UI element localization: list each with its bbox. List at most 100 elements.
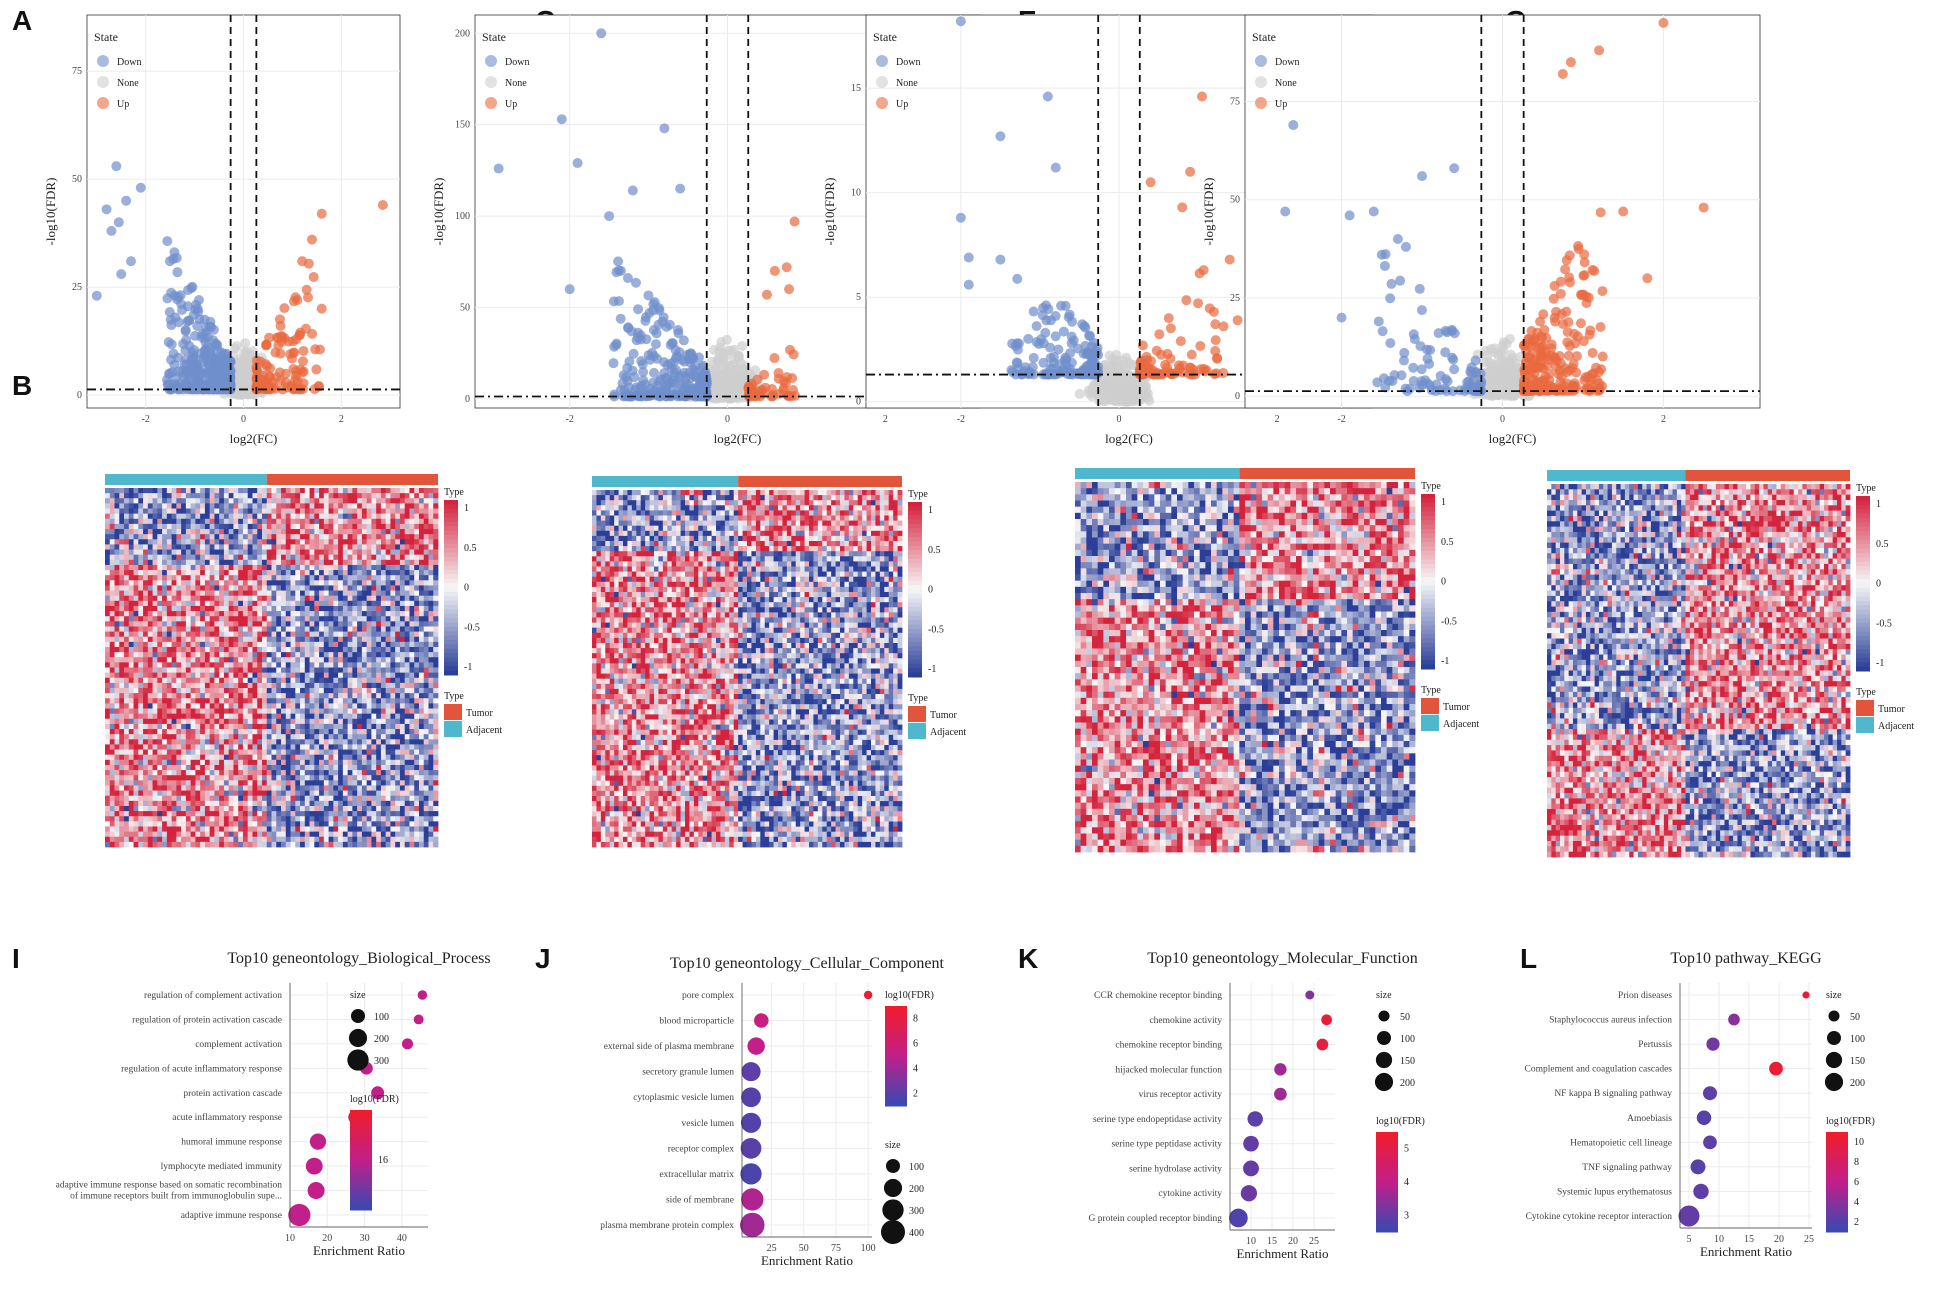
heatmap-cell	[195, 600, 201, 607]
heatmap-cell	[219, 636, 225, 643]
heatmap-cell	[105, 503, 111, 509]
heatmap-cell	[143, 488, 149, 494]
heatmap-cell	[190, 529, 196, 535]
heatmap-cell	[333, 534, 339, 540]
heatmap-cell	[171, 575, 177, 581]
heatmap-cell	[385, 636, 391, 643]
heatmap-cell	[361, 616, 368, 622]
heatmap-cell	[371, 641, 377, 648]
heatmap-cell	[366, 559, 372, 566]
heatmap-cell	[181, 636, 187, 643]
data-point-down	[1068, 335, 1079, 346]
heatmap-cell	[176, 544, 182, 550]
heatmap-cell	[399, 585, 406, 591]
heatmap-cell	[162, 544, 168, 550]
heatmap-cell	[380, 539, 387, 545]
data-point-down	[106, 225, 117, 236]
heatmap-cell	[228, 626, 234, 632]
heatmap-cell	[185, 508, 192, 515]
heatmap-cell	[228, 636, 234, 643]
heatmap-cell	[300, 549, 306, 556]
heatmap-cell	[281, 498, 287, 504]
heatmap-cell	[176, 636, 182, 643]
heatmap-cell	[366, 554, 372, 561]
heatmap-cell	[152, 590, 158, 597]
heatmap-cell	[138, 559, 144, 566]
heatmap-cell	[300, 513, 306, 520]
heatmap-cell	[171, 534, 177, 540]
heatmap-cell	[347, 575, 353, 581]
heatmap-cell	[366, 657, 372, 663]
data-point-down	[1442, 327, 1453, 338]
heatmap-cell	[114, 590, 120, 597]
heatmap-cell	[290, 513, 296, 520]
heatmap-cell	[266, 503, 272, 509]
heatmap-cell	[304, 570, 310, 576]
heatmap-cell	[261, 554, 268, 561]
heatmap-cell	[109, 641, 115, 648]
heatmap-cell	[409, 616, 415, 622]
legend-label-down: Down	[896, 57, 920, 68]
heatmap-cell	[361, 580, 368, 586]
data-point-down	[1028, 306, 1039, 317]
heatmap-cell	[290, 534, 296, 540]
heatmap-cell	[323, 657, 329, 663]
heatmap-cell	[414, 570, 420, 576]
heatmap-cell	[219, 564, 225, 571]
heatmap-cell	[376, 605, 382, 612]
heatmap-cell	[181, 498, 187, 504]
heatmap-cell	[285, 564, 291, 571]
data-point-down	[995, 131, 1006, 142]
heatmap-cell	[109, 539, 115, 545]
heatmap-cell	[409, 523, 415, 530]
data-point-down	[1050, 162, 1061, 173]
data-point-down	[644, 390, 655, 401]
heatmap-cell	[233, 575, 239, 581]
heatmap-cell	[338, 534, 344, 540]
heatmap-cell	[428, 657, 434, 663]
heatmap-cell	[304, 564, 310, 571]
heatmap-cell	[342, 498, 349, 504]
data-point-down	[1414, 283, 1425, 294]
heatmap-cell	[309, 564, 315, 571]
heatmap-cell	[185, 611, 192, 617]
heatmap-cell	[385, 529, 391, 535]
heatmap-cell	[209, 580, 215, 586]
heatmap-cell	[242, 580, 249, 586]
heatmap-cell	[257, 529, 263, 535]
heatmap-cell	[223, 600, 230, 607]
heatmap-cell	[238, 564, 244, 571]
heatmap-cell	[261, 636, 268, 643]
heatmap-cell	[223, 575, 230, 581]
heatmap-cell	[285, 580, 291, 586]
heatmap-cell	[314, 529, 320, 535]
data-point-down	[163, 337, 174, 348]
heatmap-cell	[181, 616, 187, 622]
heatmap-cell	[352, 503, 358, 509]
heatmap-cell	[290, 626, 296, 632]
heatmap-cell	[314, 590, 320, 597]
heatmap-cell	[133, 616, 139, 622]
heatmap-cell	[124, 559, 130, 566]
heatmap-cell	[200, 503, 206, 509]
heatmap-cell	[166, 600, 172, 607]
heatmap-cell	[271, 590, 277, 597]
heatmap-cell	[105, 646, 111, 653]
heatmap-cell	[152, 488, 158, 494]
heatmap-cell	[228, 493, 234, 499]
heatmap-cell	[242, 549, 249, 556]
heatmap-cell	[133, 636, 139, 643]
heatmap-cell	[133, 523, 139, 530]
heatmap-cell	[281, 575, 287, 581]
heatmap-cell	[128, 590, 134, 597]
heatmap-cell	[399, 564, 406, 571]
heatmap-cell	[418, 570, 425, 576]
data-point-down	[1470, 355, 1481, 366]
data-point-down	[1440, 374, 1451, 385]
heatmap-cell	[200, 611, 206, 617]
heatmap-cell	[261, 626, 268, 632]
heatmap-cell	[114, 549, 120, 556]
data-point-down	[166, 354, 177, 365]
heatmap-cell	[366, 523, 372, 530]
heatmap-cell	[376, 534, 382, 540]
